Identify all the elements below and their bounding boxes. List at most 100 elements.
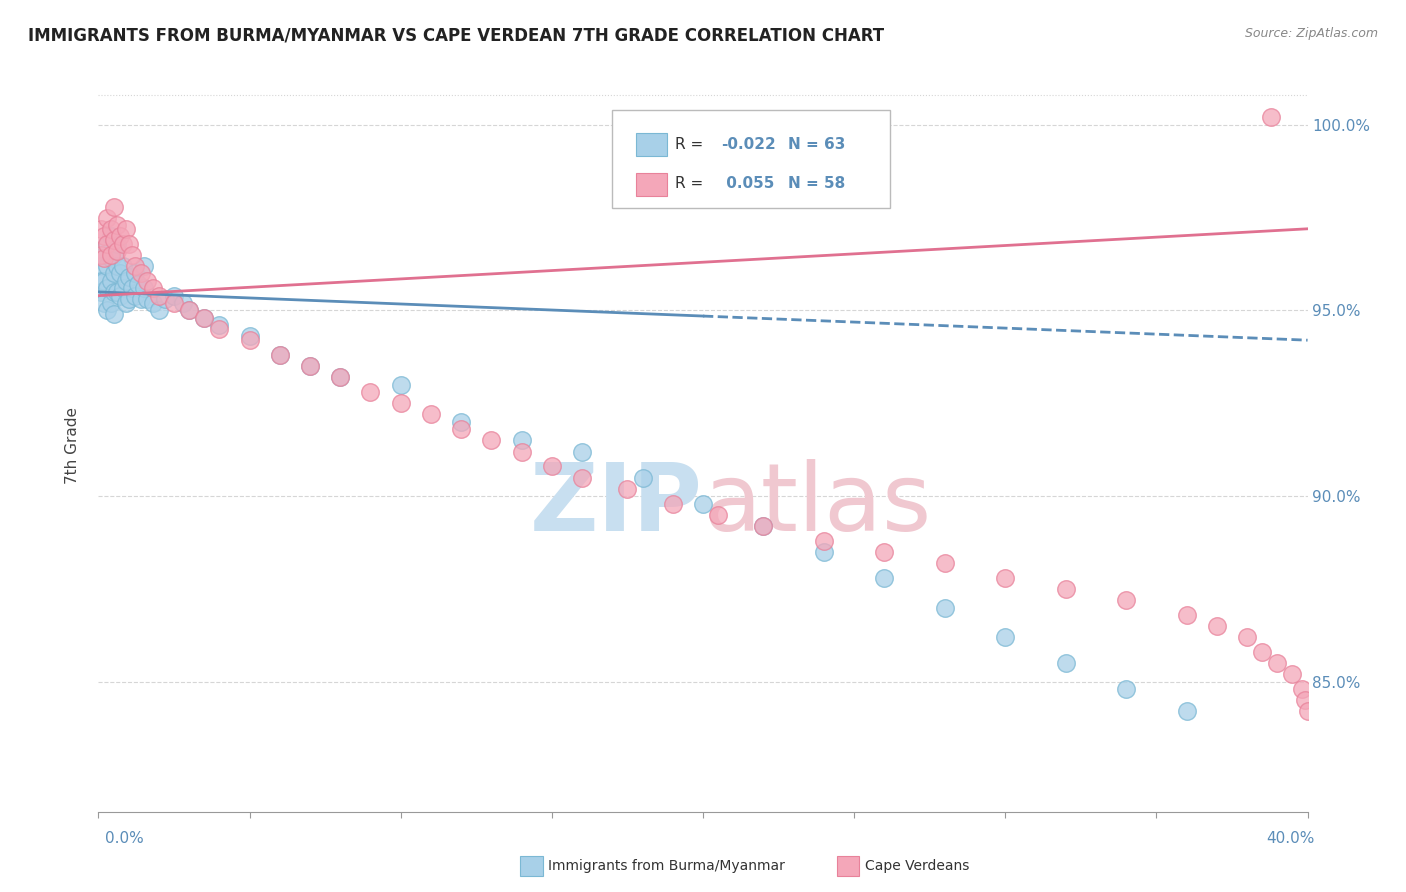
Point bbox=[208, 318, 231, 333]
Point bbox=[510, 444, 533, 458]
Point bbox=[100, 296, 122, 310]
Point bbox=[1294, 693, 1316, 707]
Point bbox=[103, 266, 125, 280]
Point bbox=[100, 248, 122, 262]
Point bbox=[111, 236, 134, 251]
Point bbox=[179, 303, 201, 318]
Point bbox=[450, 422, 472, 436]
Point bbox=[121, 248, 143, 262]
Point bbox=[329, 370, 352, 384]
Point bbox=[103, 248, 125, 262]
Point bbox=[1296, 705, 1319, 719]
Point bbox=[329, 370, 352, 384]
Point bbox=[105, 236, 128, 251]
Text: Immigrants from Burma/Myanmar: Immigrants from Burma/Myanmar bbox=[548, 859, 785, 873]
Point bbox=[108, 229, 131, 244]
Point bbox=[269, 348, 291, 362]
Point bbox=[129, 293, 152, 307]
Point bbox=[360, 385, 382, 400]
Point bbox=[103, 307, 125, 321]
Point bbox=[540, 459, 562, 474]
Point bbox=[450, 415, 472, 429]
Point bbox=[108, 266, 131, 280]
Point bbox=[1267, 657, 1289, 671]
Point bbox=[105, 285, 128, 299]
Point bbox=[111, 259, 134, 273]
Point bbox=[124, 259, 146, 273]
Point bbox=[93, 296, 115, 310]
Point bbox=[481, 434, 503, 448]
Text: R =: R = bbox=[675, 176, 709, 191]
Point bbox=[1054, 657, 1077, 671]
Point bbox=[96, 211, 118, 225]
Point bbox=[118, 293, 141, 307]
Point bbox=[148, 303, 170, 318]
Point bbox=[299, 359, 322, 374]
Point bbox=[103, 285, 125, 299]
Point bbox=[135, 274, 157, 288]
Point bbox=[239, 333, 262, 347]
Point bbox=[616, 482, 638, 496]
Point bbox=[105, 244, 128, 258]
Point bbox=[1175, 607, 1198, 622]
Point bbox=[127, 277, 149, 292]
Point bbox=[93, 274, 115, 288]
Point bbox=[90, 285, 112, 299]
Point bbox=[1251, 645, 1274, 659]
Point bbox=[114, 296, 136, 310]
Text: ZIP: ZIP bbox=[530, 458, 703, 550]
Point bbox=[692, 497, 714, 511]
Point bbox=[93, 252, 115, 266]
Point bbox=[105, 259, 128, 273]
Point bbox=[1260, 111, 1282, 125]
Point bbox=[100, 274, 122, 288]
Point bbox=[813, 533, 835, 548]
Point bbox=[121, 281, 143, 295]
Point bbox=[1115, 682, 1137, 697]
Point bbox=[135, 293, 157, 307]
Point bbox=[100, 221, 122, 235]
Point bbox=[1115, 593, 1137, 607]
Text: R =: R = bbox=[675, 136, 709, 152]
Point bbox=[96, 236, 118, 251]
Point bbox=[124, 266, 146, 280]
Point bbox=[707, 508, 730, 522]
Point bbox=[163, 288, 186, 302]
Text: atlas: atlas bbox=[703, 458, 931, 550]
Point bbox=[299, 359, 322, 374]
Point bbox=[90, 248, 112, 262]
Point bbox=[90, 221, 112, 235]
Point bbox=[1236, 630, 1258, 644]
Point bbox=[873, 545, 896, 559]
Point bbox=[93, 229, 115, 244]
Point bbox=[100, 252, 122, 266]
Point bbox=[1206, 619, 1229, 633]
Point bbox=[114, 221, 136, 235]
Point bbox=[96, 281, 118, 295]
Point bbox=[571, 470, 593, 484]
Point bbox=[96, 303, 118, 318]
Point bbox=[510, 434, 533, 448]
Point bbox=[103, 233, 125, 247]
Point bbox=[269, 348, 291, 362]
Point bbox=[571, 444, 593, 458]
Point bbox=[124, 288, 146, 302]
Point bbox=[100, 229, 122, 244]
Text: N = 63: N = 63 bbox=[787, 136, 845, 152]
Text: Source: ZipAtlas.com: Source: ZipAtlas.com bbox=[1244, 27, 1378, 40]
Point bbox=[118, 270, 141, 285]
Text: -0.022: -0.022 bbox=[721, 136, 776, 152]
Point bbox=[1175, 705, 1198, 719]
Point bbox=[114, 274, 136, 288]
Point bbox=[142, 296, 165, 310]
Point bbox=[994, 630, 1017, 644]
Point bbox=[90, 274, 112, 288]
Text: 0.055: 0.055 bbox=[721, 176, 775, 191]
Point bbox=[994, 571, 1017, 585]
Text: 40.0%: 40.0% bbox=[1267, 831, 1315, 846]
Point bbox=[105, 218, 128, 232]
Y-axis label: 7th Grade: 7th Grade bbox=[65, 408, 80, 484]
Text: Cape Verdeans: Cape Verdeans bbox=[865, 859, 969, 873]
Point bbox=[132, 281, 155, 295]
Text: 0.0%: 0.0% bbox=[105, 831, 145, 846]
